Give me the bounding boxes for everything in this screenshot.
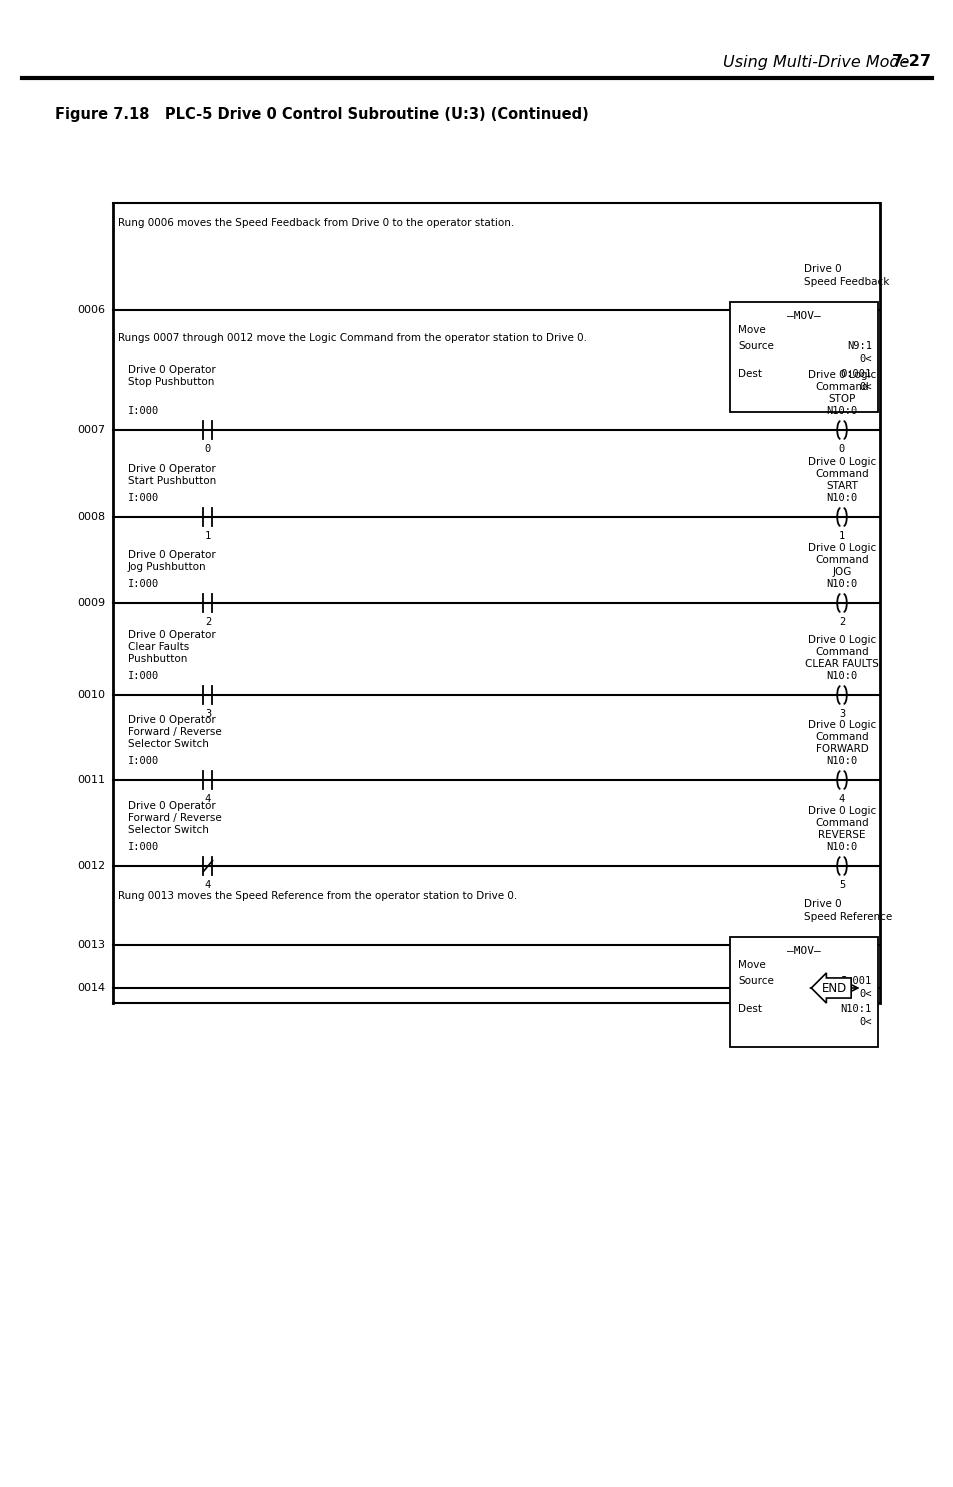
Text: Rung 0013 moves the Speed Reference from the operator station to Drive 0.: Rung 0013 moves the Speed Reference from… [118,891,517,901]
Text: Drive 0 Logic: Drive 0 Logic [807,543,875,553]
Text: Clear Faults: Clear Faults [128,642,189,651]
Text: Selector Switch: Selector Switch [128,825,209,836]
Text: Using Multi-Drive Mode: Using Multi-Drive Mode [721,55,908,70]
Text: Source: Source [738,975,773,986]
Text: —END⟩: —END⟩ [816,981,853,995]
Text: N10:0: N10:0 [825,578,857,589]
Text: —MOV—: —MOV— [786,311,820,321]
Text: Stop Pushbutton: Stop Pushbutton [128,378,214,387]
Text: Drive 0 Operator: Drive 0 Operator [128,801,215,810]
Text: Dest: Dest [738,1004,761,1014]
Text: REVERSE: REVERSE [818,830,864,840]
Text: 0: 0 [838,445,844,454]
Text: FORWARD: FORWARD [815,744,867,754]
Text: Drive 0 Logic: Drive 0 Logic [807,635,875,645]
Text: 4: 4 [205,880,211,891]
Text: Figure 7.18   PLC-5 Drive 0 Control Subroutine (U:3) (Continued): Figure 7.18 PLC-5 Drive 0 Control Subrou… [55,107,588,122]
Text: Command: Command [814,647,868,657]
Text: START: START [825,480,857,491]
Text: 0: 0 [205,445,211,454]
Text: Drive 0 Operator: Drive 0 Operator [128,464,215,474]
Text: Command: Command [814,818,868,828]
Text: 0<: 0< [859,354,871,364]
Text: Drive 0 Operator: Drive 0 Operator [128,364,215,375]
Text: Rungs 0007 through 0012 move the Logic Command from the operator station to Driv: Rungs 0007 through 0012 move the Logic C… [118,333,586,343]
Text: —MOV—: —MOV— [786,946,820,956]
Text: Command: Command [814,468,868,479]
Text: 2: 2 [838,617,844,628]
Text: 0007: 0007 [77,425,105,436]
Text: N9:1: N9:1 [846,341,871,351]
Text: Pushbutton: Pushbutton [128,654,187,665]
Text: Drive 0 Logic: Drive 0 Logic [807,370,875,381]
Text: 0009: 0009 [77,598,105,608]
Text: Forward / Reverse: Forward / Reverse [128,727,221,738]
Text: 0011: 0011 [77,775,105,785]
Text: 3: 3 [838,709,844,720]
Text: I:000: I:000 [128,406,159,416]
Text: Drive 0 Operator: Drive 0 Operator [128,630,215,639]
Text: STOP: STOP [827,394,855,404]
Text: Jog Pushbutton: Jog Pushbutton [128,562,207,572]
Text: 0<: 0< [859,989,871,999]
Text: Forward / Reverse: Forward / Reverse [128,813,221,822]
Text: 4: 4 [205,794,211,804]
Text: Move: Move [738,326,765,335]
Text: 0010: 0010 [77,690,105,700]
Text: N10:0: N10:0 [825,671,857,681]
Text: N10:0: N10:0 [825,842,857,852]
Text: Drive 0 Operator: Drive 0 Operator [128,715,215,726]
Text: END: END [821,981,846,995]
Text: Source: Source [738,341,773,351]
Text: Command: Command [814,555,868,565]
Text: N10:0: N10:0 [825,406,857,416]
Text: JOG: JOG [831,567,851,577]
Text: Rung 0006 moves the Speed Feedback from Drive 0 to the operator station.: Rung 0006 moves the Speed Feedback from … [118,219,514,228]
Text: 4: 4 [838,794,844,804]
Text: 7-27: 7-27 [891,55,931,70]
Text: Drive 0: Drive 0 [803,265,841,274]
Text: I:000: I:000 [128,755,159,766]
Text: 0<: 0< [859,382,871,393]
Text: Command: Command [814,732,868,742]
Text: CLEAR FAULTS: CLEAR FAULTS [804,659,878,669]
Text: 0014: 0014 [77,983,105,993]
Text: I:001: I:001 [840,975,871,986]
Text: Drive 0 Operator: Drive 0 Operator [128,550,215,561]
Text: Dest: Dest [738,369,761,379]
Text: 1: 1 [838,531,844,541]
Text: Start Pushbutton: Start Pushbutton [128,476,216,486]
Text: I:000: I:000 [128,578,159,589]
Text: 3: 3 [205,709,211,720]
Text: N10:0: N10:0 [825,494,857,503]
Text: Command: Command [814,382,868,393]
Text: O:001: O:001 [840,369,871,379]
Bar [729,302,877,412]
Text: 0012: 0012 [77,861,105,871]
Text: 2: 2 [205,617,211,628]
Text: Selector Switch: Selector Switch [128,739,209,749]
Text: Drive 0 Logic: Drive 0 Logic [807,806,875,816]
Text: Speed Feedback: Speed Feedback [803,277,888,287]
Text: 0008: 0008 [77,512,105,522]
Text: 1: 1 [205,531,211,541]
Text: I:000: I:000 [128,494,159,503]
Text: 0<: 0< [859,1017,871,1028]
Text: Drive 0: Drive 0 [803,900,841,909]
Bar [729,937,877,1047]
Text: Move: Move [738,961,765,970]
Text: 5: 5 [838,880,844,891]
Text: Drive 0 Logic: Drive 0 Logic [807,457,875,467]
Text: Speed Reference: Speed Reference [803,912,891,922]
Text: I:000: I:000 [128,671,159,681]
Text: I:000: I:000 [128,842,159,852]
Text: 0013: 0013 [77,940,105,950]
Text: N10:0: N10:0 [825,755,857,766]
Text: Drive 0 Logic: Drive 0 Logic [807,720,875,730]
Text: N10:1: N10:1 [840,1004,871,1014]
Text: 0006: 0006 [77,305,105,315]
